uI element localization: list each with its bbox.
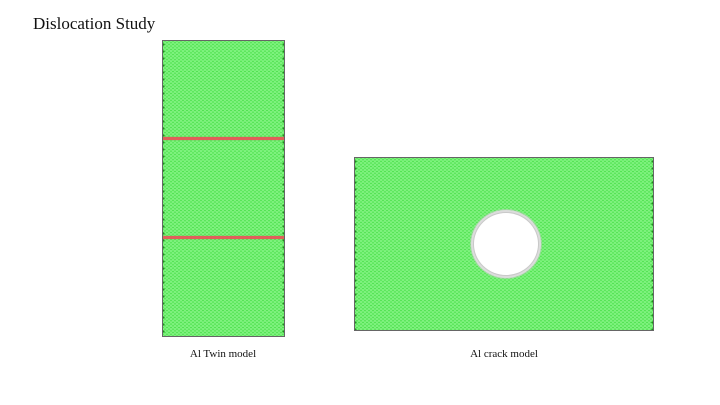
crack-left-edge-atoms [355, 158, 357, 330]
slide-title: Dislocation Study [33, 14, 156, 33]
twin-boundary-lower [163, 236, 284, 239]
crack-right-edge-atoms [651, 158, 653, 330]
crack-void [474, 213, 538, 275]
twin-boundary-upper [163, 137, 284, 140]
al-crack-model-caption: Al crack model [470, 348, 538, 360]
al-crack-model-image [354, 157, 654, 331]
twin-left-edge-atoms [163, 41, 165, 336]
twin-right-edge-atoms [282, 41, 284, 336]
al-twin-model-caption: Al Twin model [189, 348, 257, 360]
al-twin-model-image [162, 40, 285, 337]
